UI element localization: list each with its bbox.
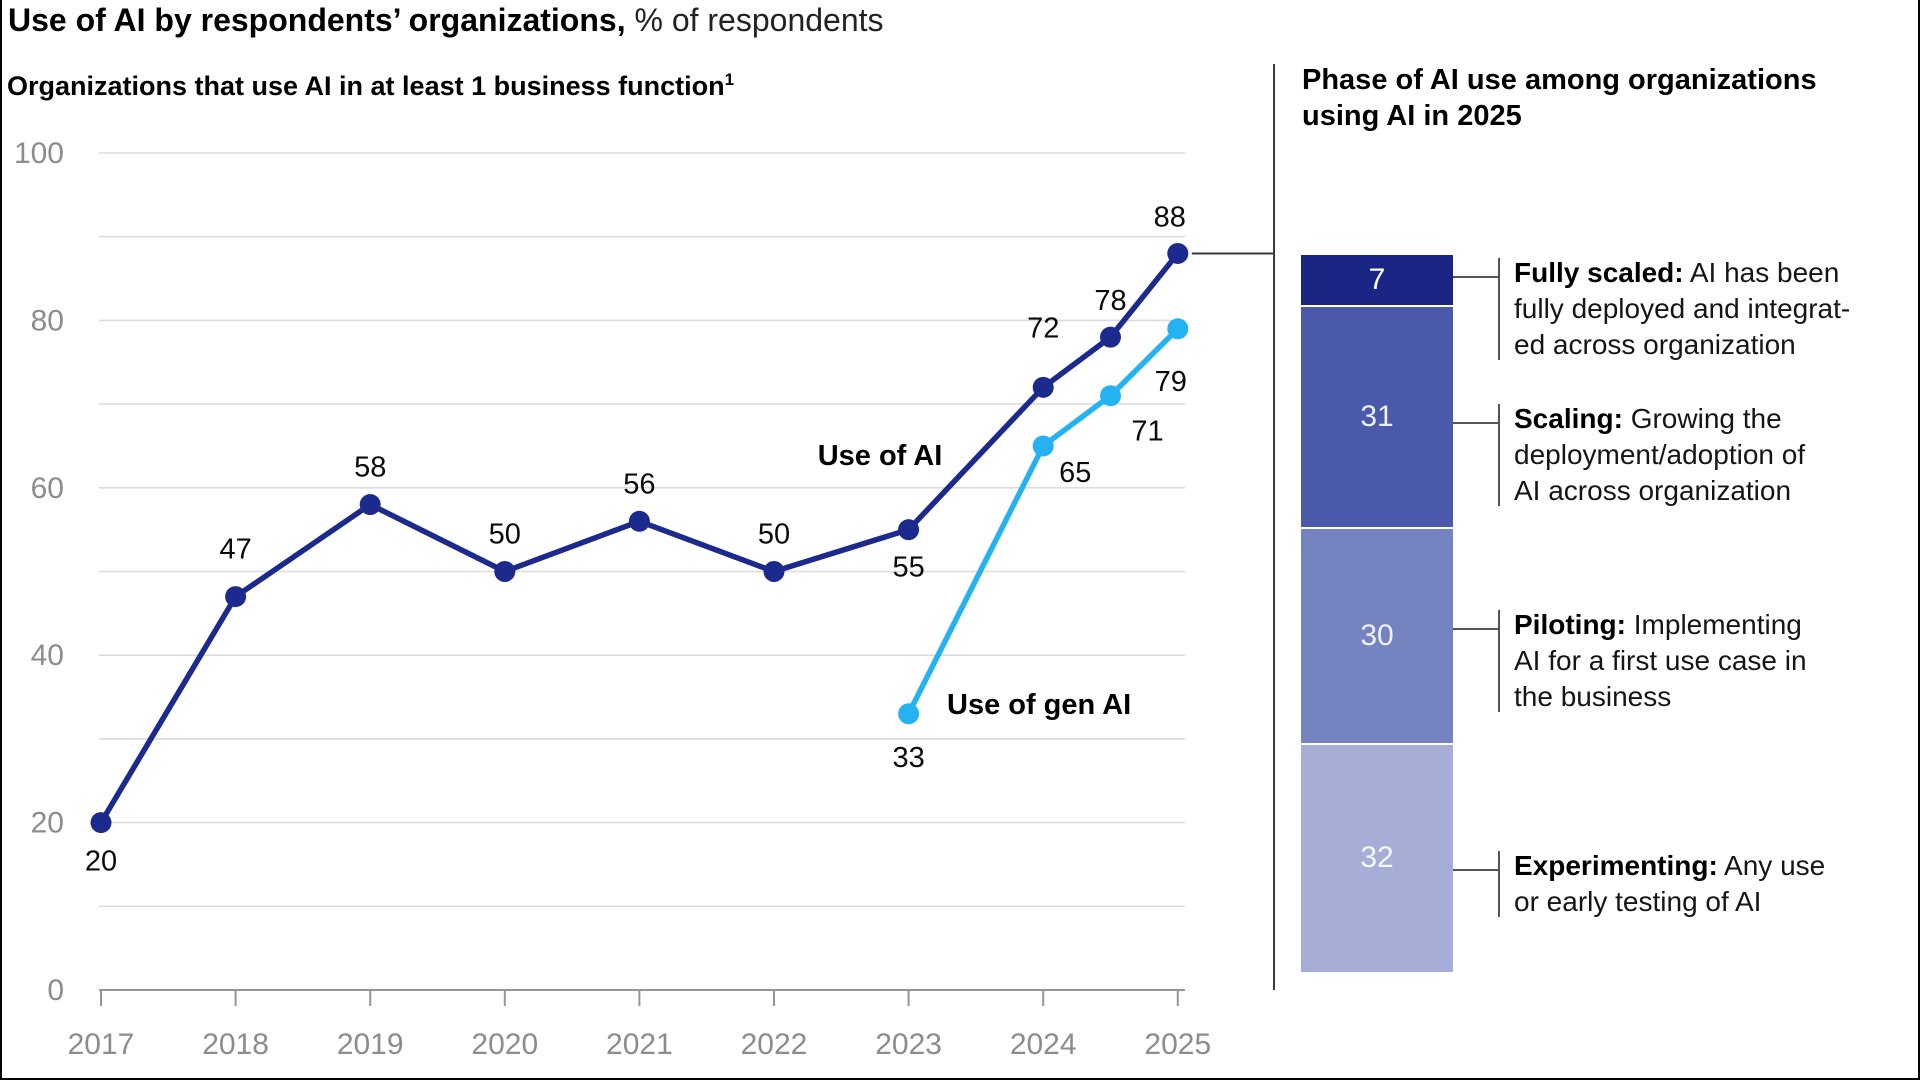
x-axis-label: 2021 <box>606 1028 673 1061</box>
data-point <box>898 703 920 725</box>
data-label: 47 <box>219 534 251 566</box>
data-label: 50 <box>758 519 790 551</box>
bar-segment: 32 <box>1301 742 1453 972</box>
line-chart-title: Organizations that use AI in at least 1 … <box>7 70 734 102</box>
phase-description: Experimenting: Any use or early testing o… <box>1514 850 1826 917</box>
data-point <box>628 510 650 532</box>
series-label: Use of AI <box>818 440 943 472</box>
bar-chart-title-line2: using AI in 2025 <box>1302 100 1522 132</box>
bar-segment-value: 7 <box>1368 263 1386 297</box>
footnote-marker: 1 <box>724 70 735 89</box>
page-title: Use of AI by respondents’ organizations,… <box>8 2 884 39</box>
x-axis-label: 2019 <box>337 1028 404 1061</box>
data-point <box>1100 326 1121 348</box>
data-label: 79 <box>1155 366 1187 398</box>
data-label: 65 <box>1059 457 1091 489</box>
data-label: 72 <box>1027 312 1059 344</box>
phase-label: Piloting: <box>1514 609 1626 640</box>
data-label: 71 <box>1131 416 1163 448</box>
y-axis-label: 80 <box>31 304 64 337</box>
data-label: 33 <box>892 742 924 774</box>
y-axis-label: 60 <box>31 472 64 505</box>
data-label: 20 <box>85 846 117 878</box>
x-axis-label: 2024 <box>1010 1028 1077 1061</box>
leader-bracket <box>1498 851 1500 917</box>
bar-segment-value: 31 <box>1360 400 1394 434</box>
leader-line <box>1453 628 1500 630</box>
phase-label: Scaling: <box>1514 403 1623 434</box>
data-point <box>359 494 381 516</box>
bar-chart-title-line1: Phase of AI use among organizations <box>1302 64 1817 96</box>
x-axis-label: 2022 <box>741 1028 808 1061</box>
leader-bracket <box>1498 610 1500 712</box>
y-axis-label: 100 <box>14 137 64 170</box>
leader-line <box>1453 422 1500 424</box>
data-point <box>1167 242 1189 264</box>
x-axis-label: 2018 <box>202 1028 269 1061</box>
data-label: 88 <box>1154 201 1186 233</box>
x-axis-label: 2020 <box>471 1028 538 1061</box>
y-axis-label: 40 <box>31 639 64 672</box>
x-axis-label: 2017 <box>68 1028 135 1061</box>
bar-segment: 30 <box>1301 527 1453 743</box>
series-line <box>905 326 1181 717</box>
bar-segment: 31 <box>1301 305 1453 528</box>
data-point <box>225 586 247 608</box>
leader-bracket <box>1498 404 1500 506</box>
stacked-bar: 7 31 30 32 <box>1301 255 1453 972</box>
bar-segment-value: 30 <box>1360 619 1394 652</box>
x-axis-label: 2025 <box>1144 1028 1211 1061</box>
data-label: 78 <box>1094 285 1126 317</box>
data-point <box>494 561 516 582</box>
bar-chart-title: Phase of AI use among organizations usin… <box>1302 62 1817 134</box>
phase-description: Scaling: Growing the deployment/adoption … <box>1514 403 1806 506</box>
line-chart-title-text: Organizations that use AI in at least 1 … <box>7 71 725 101</box>
data-label: 50 <box>489 519 521 551</box>
data-point <box>1167 318 1189 340</box>
series-line <box>98 250 1181 826</box>
leader-line <box>1453 276 1500 278</box>
data-point <box>898 519 920 541</box>
phase-description: Fully scaled: AI has been fully deployed … <box>1514 257 1851 360</box>
phase-label: Experimenting: <box>1514 850 1718 881</box>
phase-description: Piloting: Implementing AI for a first use… <box>1514 609 1807 712</box>
data-point <box>1032 435 1054 457</box>
x-axis-label: 2023 <box>875 1028 942 1061</box>
phase-label: Fully scaled: <box>1514 257 1684 288</box>
page-title-bold: Use of AI by respondents’ organizations, <box>8 2 626 38</box>
data-point <box>90 812 112 834</box>
page-title-unit: % of respondents <box>634 2 884 38</box>
leader-line <box>1453 869 1500 871</box>
data-label: 55 <box>892 552 924 584</box>
leader-bracket <box>1498 258 1500 360</box>
bar-segment: 7 <box>1301 255 1453 306</box>
data-point <box>1100 385 1121 407</box>
data-point <box>763 561 785 582</box>
series-label: Use of gen AI <box>947 689 1131 721</box>
y-axis-label: 0 <box>47 974 64 1007</box>
panel-divider <box>1273 64 1275 990</box>
bar-segment-value: 32 <box>1360 841 1394 875</box>
data-label: 58 <box>354 452 386 484</box>
data-label: 56 <box>623 468 655 500</box>
data-point <box>1032 376 1054 398</box>
y-axis-label: 20 <box>31 807 64 840</box>
